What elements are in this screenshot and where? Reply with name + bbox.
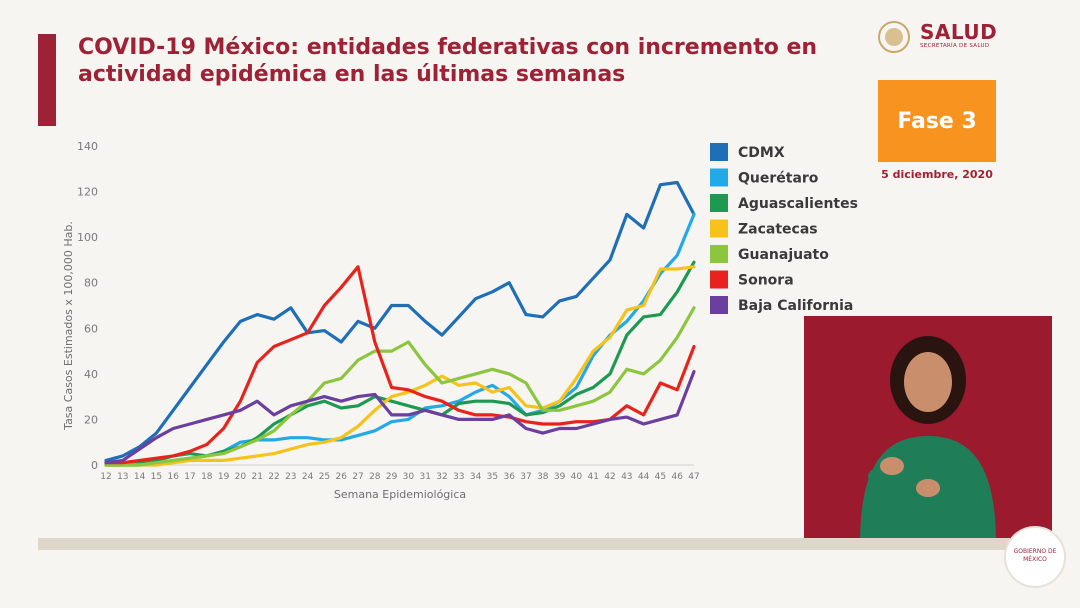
- x-tick-label: 33: [453, 472, 464, 482]
- legend-label: Guanajuato: [738, 247, 829, 263]
- y-tick-label: 120: [77, 186, 98, 199]
- x-tick-label: 27: [352, 472, 363, 482]
- series-line-sonora: [104, 265, 696, 465]
- x-tick-label: 40: [571, 472, 583, 482]
- x-tick-label: 35: [487, 472, 498, 482]
- y-tick-label: 80: [84, 277, 98, 290]
- x-tick-label: 32: [436, 472, 447, 482]
- salud-logo-icon: [878, 21, 910, 53]
- sign-language-interpreter-panel: [804, 316, 1052, 544]
- x-tick-label: 31: [419, 472, 430, 482]
- x-tick-label: 21: [251, 472, 262, 482]
- chart-legend: CDMX Querétaro Aguascalientes Zacatecas Guan…: [710, 143, 858, 314]
- legend-label: Querétaro: [738, 171, 819, 187]
- x-tick-label: 13: [117, 472, 128, 482]
- legend-label: CDMX: [738, 145, 785, 161]
- legend-swatch: [710, 143, 728, 161]
- x-tick-label: 43: [621, 472, 632, 482]
- chart-series: [104, 180, 696, 467]
- x-tick-label: 18: [201, 472, 213, 482]
- legend-label: Aguascalientes: [738, 196, 858, 212]
- x-tick-label: 45: [655, 472, 666, 482]
- legend-swatch: [710, 168, 728, 187]
- salud-logo-text: SALUD: [920, 20, 998, 44]
- x-tick-label: 47: [688, 472, 699, 482]
- y-tick-label: 100: [77, 231, 98, 244]
- x-tick-label: 22: [268, 472, 279, 482]
- series-line-cdmx: [104, 180, 696, 462]
- x-tick-label: 19: [218, 472, 230, 482]
- title-accent-bar: [38, 34, 56, 126]
- x-tick-label: 24: [302, 472, 314, 482]
- x-tick-label: 25: [319, 472, 330, 482]
- x-tick-label: 30: [403, 472, 415, 482]
- report-date: 5 diciembre, 2020: [881, 168, 993, 181]
- slide-title: COVID-19 México: entidades federativas c…: [78, 35, 818, 87]
- x-tick-label: 16: [167, 472, 179, 482]
- x-tick-label: 36: [503, 472, 515, 482]
- x-tick-label: 14: [134, 472, 146, 482]
- legend-swatch: [710, 194, 728, 212]
- gobierno-seal-icon: [1004, 526, 1066, 588]
- footer-band: [38, 538, 1010, 550]
- x-tick-label: 39: [554, 472, 566, 482]
- y-tick-label: 0: [91, 459, 98, 472]
- y-tick-label: 140: [77, 140, 98, 153]
- x-tick-label: 46: [671, 472, 683, 482]
- series-line-zacatecas: [104, 265, 696, 467]
- x-tick-label: 12: [100, 472, 111, 482]
- legend-swatch: [710, 296, 728, 314]
- series-line-aguascalientes: [104, 260, 696, 467]
- interpreter-figure-icon: [860, 336, 996, 544]
- x-tick-label: 26: [335, 472, 347, 482]
- x-tick-label: 42: [604, 472, 615, 482]
- x-tick-label: 44: [638, 472, 650, 482]
- x-tick-label: 38: [537, 472, 549, 482]
- x-tick-label: 34: [470, 472, 482, 482]
- x-tick-label: 20: [235, 472, 247, 482]
- x-tick-label: 15: [151, 472, 162, 482]
- legend-swatch: [710, 219, 728, 238]
- legend-swatch: [710, 245, 728, 263]
- x-tick-label: 23: [285, 472, 296, 482]
- series-line-guanajuato: [104, 306, 696, 467]
- x-tick-label: 28: [369, 472, 381, 482]
- x-tick-label: 29: [386, 472, 398, 482]
- x-tick-label: 37: [520, 472, 531, 482]
- y-tick-label: 60: [84, 322, 98, 335]
- x-tick-label: 41: [587, 472, 598, 482]
- salud-logo-subtitle: SECRETARÍA DE SALUD: [920, 43, 990, 49]
- y-tick-label: 40: [84, 368, 98, 381]
- chart-axes: 0 20 40 60 80 100 120 140 12 13 14 15 16 17 18 19 20 21 22…: [77, 140, 700, 482]
- x-axis-title: Semana Epidemiológica: [334, 488, 466, 501]
- gobierno-label: GOBIERNO DE MÉXICO: [1013, 548, 1057, 563]
- y-tick-label: 20: [84, 413, 98, 426]
- series-line-baja-california: [104, 370, 696, 465]
- legend-label: Baja California: [738, 298, 853, 314]
- legend-label: Sonora: [738, 273, 794, 289]
- y-axis-title: Tasa Casos Estimados x 100,000 Hab.: [62, 221, 75, 431]
- phase-badge: Fase 3: [878, 80, 996, 162]
- x-tick-label: 17: [184, 472, 195, 482]
- phase-label: Fase 3: [897, 108, 977, 134]
- legend-label: Zacatecas: [738, 222, 818, 238]
- legend-swatch: [710, 270, 728, 289]
